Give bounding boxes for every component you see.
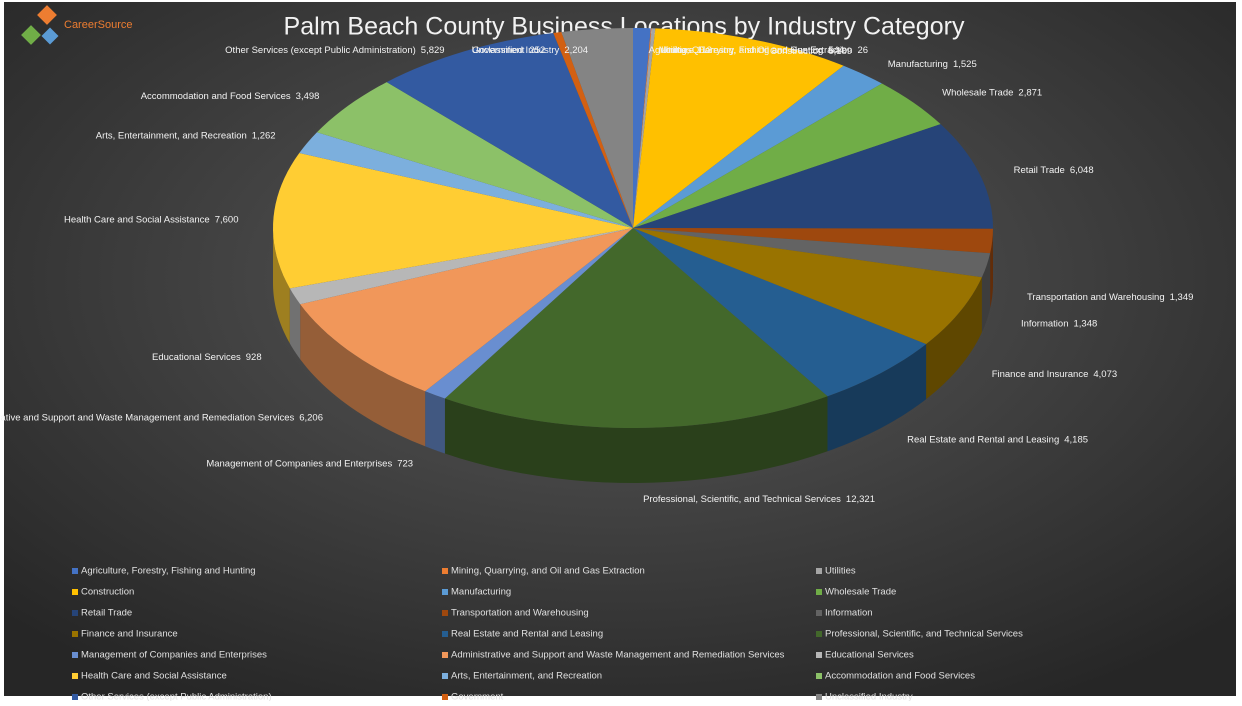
legend-label: Management of Companies and Enterprises xyxy=(81,650,267,661)
legend-label: Wholesale Trade xyxy=(825,587,896,598)
data-label-category: Unclassified Industry xyxy=(472,45,560,56)
legend-label: Utilities xyxy=(825,566,856,577)
data-label-value: 2,204 xyxy=(564,45,588,56)
legend-label: Accommodation and Food Services xyxy=(825,671,975,682)
legend-swatch xyxy=(442,568,448,574)
data-label: Finance and Insurance 4,073 xyxy=(992,368,1117,379)
data-label-category: Professional, Scientific, and Technical … xyxy=(643,494,841,505)
legend-label: Administrative and Support and Waste Man… xyxy=(451,650,785,661)
legend-label: Other Services (except Public Administra… xyxy=(81,692,272,701)
data-label: Administrative and Support and Waste Man… xyxy=(0,412,323,423)
legend-label: Real Estate and Rental and Leasing xyxy=(451,629,603,640)
legend-swatch xyxy=(816,610,822,616)
legend-label: Manufacturing xyxy=(451,587,511,598)
data-label-value: 6,048 xyxy=(1070,165,1094,176)
legend-swatch xyxy=(72,631,78,637)
legend-label: Educational Services xyxy=(825,650,914,661)
legend-swatch xyxy=(72,610,78,616)
data-label: Other Services (except Public Administra… xyxy=(225,45,444,56)
data-label-value: 113 xyxy=(697,45,712,56)
data-label: Manufacturing 1,525 xyxy=(888,59,977,70)
data-label-value: 1,348 xyxy=(1073,318,1097,329)
legend-label: Unclassified Industry xyxy=(825,692,913,701)
data-label-value: 6,189 xyxy=(828,46,852,57)
legend-label: Agriculture, Forestry, Fishing and Hunti… xyxy=(81,566,256,577)
data-label-category: Administrative and Support and Waste Man… xyxy=(0,412,294,423)
data-label-category: Health Care and Social Assistance xyxy=(64,214,210,225)
legend-label: Transportation and Warehousing xyxy=(451,608,589,619)
legend-swatch xyxy=(442,610,448,616)
data-label-value: 4,073 xyxy=(1093,368,1117,379)
data-label-value: 4,185 xyxy=(1064,434,1088,445)
pie-slice-side xyxy=(425,391,445,453)
data-label: Utilities 113 xyxy=(661,45,712,56)
legend-swatch xyxy=(442,694,448,700)
data-label-category: Real Estate and Rental and Leasing xyxy=(907,434,1059,445)
data-label: Wholesale Trade 2,871 xyxy=(942,87,1042,98)
data-label: Information 1,348 xyxy=(1021,318,1097,329)
data-label-category: Wholesale Trade xyxy=(942,87,1013,98)
data-label-value: 2,871 xyxy=(1018,87,1042,98)
legend-swatch xyxy=(816,589,822,595)
data-label: Educational Services 928 xyxy=(152,351,262,362)
data-label-value: 6,206 xyxy=(299,412,323,423)
data-label-value: 26 xyxy=(857,45,868,56)
legend-swatch xyxy=(72,652,78,658)
legend-swatch xyxy=(442,673,448,679)
data-label-category: Accommodation and Food Services xyxy=(141,90,291,101)
data-label: Unclassified Industry 2,204 xyxy=(472,45,588,56)
logo-text: CareerSource xyxy=(64,19,132,31)
data-label-category: Educational Services xyxy=(152,351,241,362)
data-label-category: Transportation and Warehousing xyxy=(1027,292,1165,303)
legend-swatch xyxy=(72,694,78,700)
data-label-value: 928 xyxy=(246,351,262,362)
data-label-category: Management of Companies and Enterprises xyxy=(206,458,392,469)
data-label-value: 7,600 xyxy=(215,214,239,225)
data-label-value: 723 xyxy=(397,458,413,469)
legend-label: Government xyxy=(451,692,504,701)
data-label-category: Construction xyxy=(770,46,823,57)
legend-label: Information xyxy=(825,608,873,619)
data-label-value: 1,525 xyxy=(953,59,977,70)
legend-label: Professional, Scientific, and Technical … xyxy=(825,629,1023,640)
data-label-category: Arts, Entertainment, and Recreation xyxy=(96,130,247,141)
legend-label: Health Care and Social Assistance xyxy=(81,671,227,682)
legend-label: Retail Trade xyxy=(81,608,132,619)
data-label-category: Manufacturing xyxy=(888,59,948,70)
legend-swatch xyxy=(72,673,78,679)
data-label: Management of Companies and Enterprises 7… xyxy=(206,458,413,469)
legend-swatch xyxy=(442,589,448,595)
data-label-value: 1,349 xyxy=(1170,292,1194,303)
legend-label: Construction xyxy=(81,587,134,598)
legend-swatch xyxy=(816,568,822,574)
legend-swatch xyxy=(442,652,448,658)
data-label-value: 12,321 xyxy=(846,494,875,505)
data-label-category: Finance and Insurance xyxy=(992,368,1089,379)
data-label-category: Other Services (except Public Administra… xyxy=(225,45,416,56)
legend-swatch xyxy=(816,673,822,679)
legend-label: Arts, Entertainment, and Recreation xyxy=(451,671,602,682)
legend-swatch xyxy=(816,694,822,700)
legend-swatch xyxy=(72,568,78,574)
legend-swatch xyxy=(72,589,78,595)
legend-swatch xyxy=(816,631,822,637)
data-label: Retail Trade 6,048 xyxy=(1014,165,1094,176)
legend-label: Finance and Insurance xyxy=(81,629,178,640)
data-label-value: 5,829 xyxy=(421,45,445,56)
legend-label: Mining, Quarrying, and Oil and Gas Extra… xyxy=(451,566,645,577)
legend-swatch xyxy=(442,631,448,637)
data-label-category: Retail Trade xyxy=(1014,165,1065,176)
data-label-value: 1,262 xyxy=(252,130,276,141)
legend-swatch xyxy=(816,652,822,658)
data-label-category: Information xyxy=(1021,318,1069,329)
data-label-category: Utilities xyxy=(661,45,692,56)
data-label: Construction 6,189 xyxy=(770,46,852,57)
data-label-value: 3,498 xyxy=(296,90,320,101)
data-label: Professional, Scientific, and Technical … xyxy=(643,494,875,505)
